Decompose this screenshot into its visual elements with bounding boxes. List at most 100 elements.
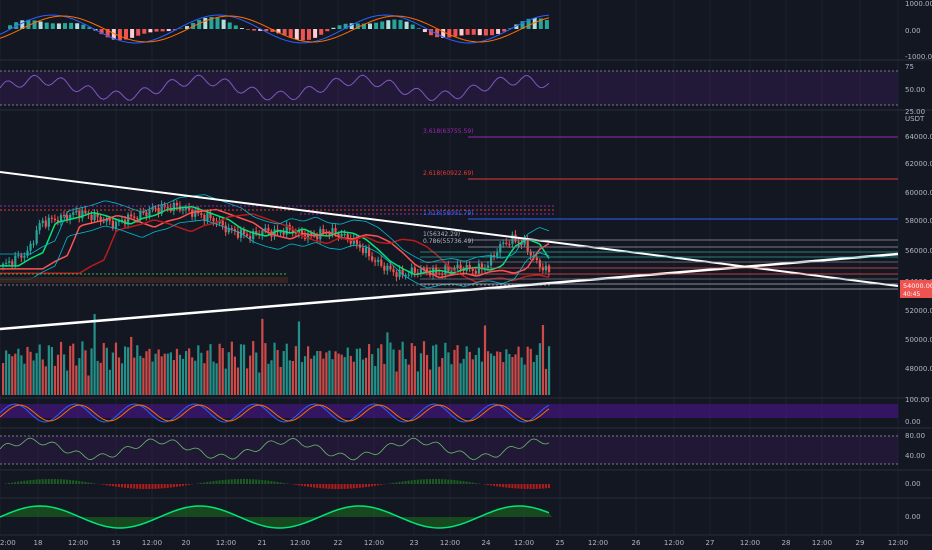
- macd-histogram-bar: [349, 23, 354, 29]
- volume-bar: [212, 361, 215, 395]
- macd-histogram-bar: [441, 29, 446, 38]
- osc1-bar: [505, 484, 508, 488]
- osc1-bar: [72, 480, 75, 484]
- cci-tick-label: 80.00: [905, 432, 925, 440]
- candle-body: [221, 220, 224, 226]
- candle-body: [291, 229, 294, 233]
- osc1-bar: [474, 482, 477, 484]
- osc1-bar: [120, 484, 123, 488]
- macd-histogram-bar: [105, 29, 110, 38]
- time-tick-label: 28: [782, 539, 791, 547]
- candle-body: [93, 213, 96, 221]
- candle-body: [386, 265, 389, 271]
- volume-bar: [47, 345, 50, 395]
- candle-body: [322, 229, 325, 233]
- fibonacci-extension[interactable]: 3.618(63755.59) 2.618(60922.69) 1.618(5809…: [420, 128, 898, 290]
- indicator-panes: [0, 14, 898, 529]
- time-tick-label: 25: [556, 539, 565, 547]
- volume-bar: [127, 347, 130, 395]
- macd-histogram-bar: [154, 29, 159, 32]
- time-tick-label: 29: [856, 539, 865, 547]
- macd-histogram-bar: [355, 23, 360, 29]
- time-tick-label: 12:00: [740, 539, 760, 547]
- osc1-bar: [410, 480, 413, 484]
- candle-body: [75, 210, 78, 213]
- volume-bar: [169, 352, 172, 395]
- osc1-bar: [297, 484, 300, 486]
- candle-body: [264, 228, 267, 231]
- candle-body: [117, 221, 121, 223]
- osc1-bar: [276, 481, 279, 484]
- osc1-bar: [105, 484, 108, 486]
- stoch-tick-label: 100.00: [905, 396, 930, 404]
- volume-bar: [124, 346, 127, 395]
- volume-bar: [276, 349, 279, 395]
- candle-body: [300, 230, 304, 235]
- price-pane[interactable]: [0, 194, 555, 289]
- osc1-bar: [50, 479, 53, 484]
- macd-tick-label: 1000.00: [905, 0, 932, 8]
- volume-bar: [471, 359, 474, 395]
- osc1-bar: [267, 480, 270, 484]
- candle-body: [66, 215, 69, 220]
- osc1-bar: [279, 482, 282, 484]
- osc1-bar: [337, 484, 340, 489]
- osc1-bar: [459, 480, 462, 484]
- macd-histogram-bar: [282, 29, 287, 36]
- macd-histogram-bar: [252, 29, 257, 31]
- volume-bar: [544, 368, 548, 395]
- candle-body: [526, 239, 529, 252]
- candle-body: [78, 210, 81, 219]
- volume-bar: [151, 361, 154, 395]
- candle-body: [230, 227, 233, 230]
- candle-body: [496, 252, 499, 257]
- macd-histogram-bar: [313, 29, 318, 38]
- volume-bar: [35, 353, 38, 395]
- volume-bar: [529, 348, 532, 395]
- candle-body: [535, 257, 538, 261]
- price-axis[interactable]: 64000.00 62000.00 60000.00 58000.00 56000.00…: [900, 0, 932, 521]
- ema-fast: [0, 205, 550, 276]
- osc1-bar: [511, 484, 514, 489]
- volume-bar: [523, 364, 526, 395]
- volume-bar: [435, 344, 438, 395]
- osc1-bar: [395, 482, 398, 484]
- rsi-band: [0, 71, 898, 105]
- osc1-bar: [56, 479, 59, 484]
- volume-bar: [96, 360, 99, 395]
- candle-body: [175, 202, 179, 206]
- candle-body: [538, 260, 541, 268]
- candle-body: [139, 211, 142, 219]
- macd-histogram-bar: [227, 22, 232, 29]
- osc1-bar: [471, 482, 474, 484]
- fib-level-label: 1.618(58091.79): [423, 210, 474, 217]
- candle-body: [547, 265, 551, 272]
- volume-bar: [148, 348, 151, 395]
- osc1-bar: [346, 484, 349, 489]
- macd-histogram-bar: [215, 17, 220, 29]
- candle-body: [47, 217, 50, 227]
- candle-body: [5, 262, 8, 264]
- osc1-bar: [124, 484, 126, 488]
- volume-bar: [422, 341, 426, 395]
- volume-bar: [239, 344, 243, 395]
- macd-histogram-bar: [447, 29, 452, 38]
- osc2-tick-label: 0.00: [905, 513, 921, 521]
- volume-bar: [267, 363, 270, 395]
- candle-body: [480, 263, 484, 270]
- osc1-bar: [166, 484, 169, 488]
- osc1-bar: [38, 479, 41, 484]
- volume-bar: [178, 354, 182, 395]
- volume-bar: [291, 360, 294, 395]
- osc1-bar: [17, 481, 20, 484]
- candle-body: [44, 220, 47, 227]
- macd-histogram-bar: [380, 21, 385, 29]
- osc1-bar: [242, 479, 245, 484]
- time-tick-label: 24: [482, 539, 491, 547]
- ascending-trendline[interactable]: [0, 252, 899, 331]
- trendlines[interactable]: [0, 171, 899, 331]
- time-axis[interactable]: 2:00 18 12:00 19 12:00 20 12:00 21 12:00 22 12:00 2…: [0, 539, 908, 547]
- macd-histogram-bar: [160, 29, 165, 32]
- macd-histogram-bar: [32, 20, 37, 29]
